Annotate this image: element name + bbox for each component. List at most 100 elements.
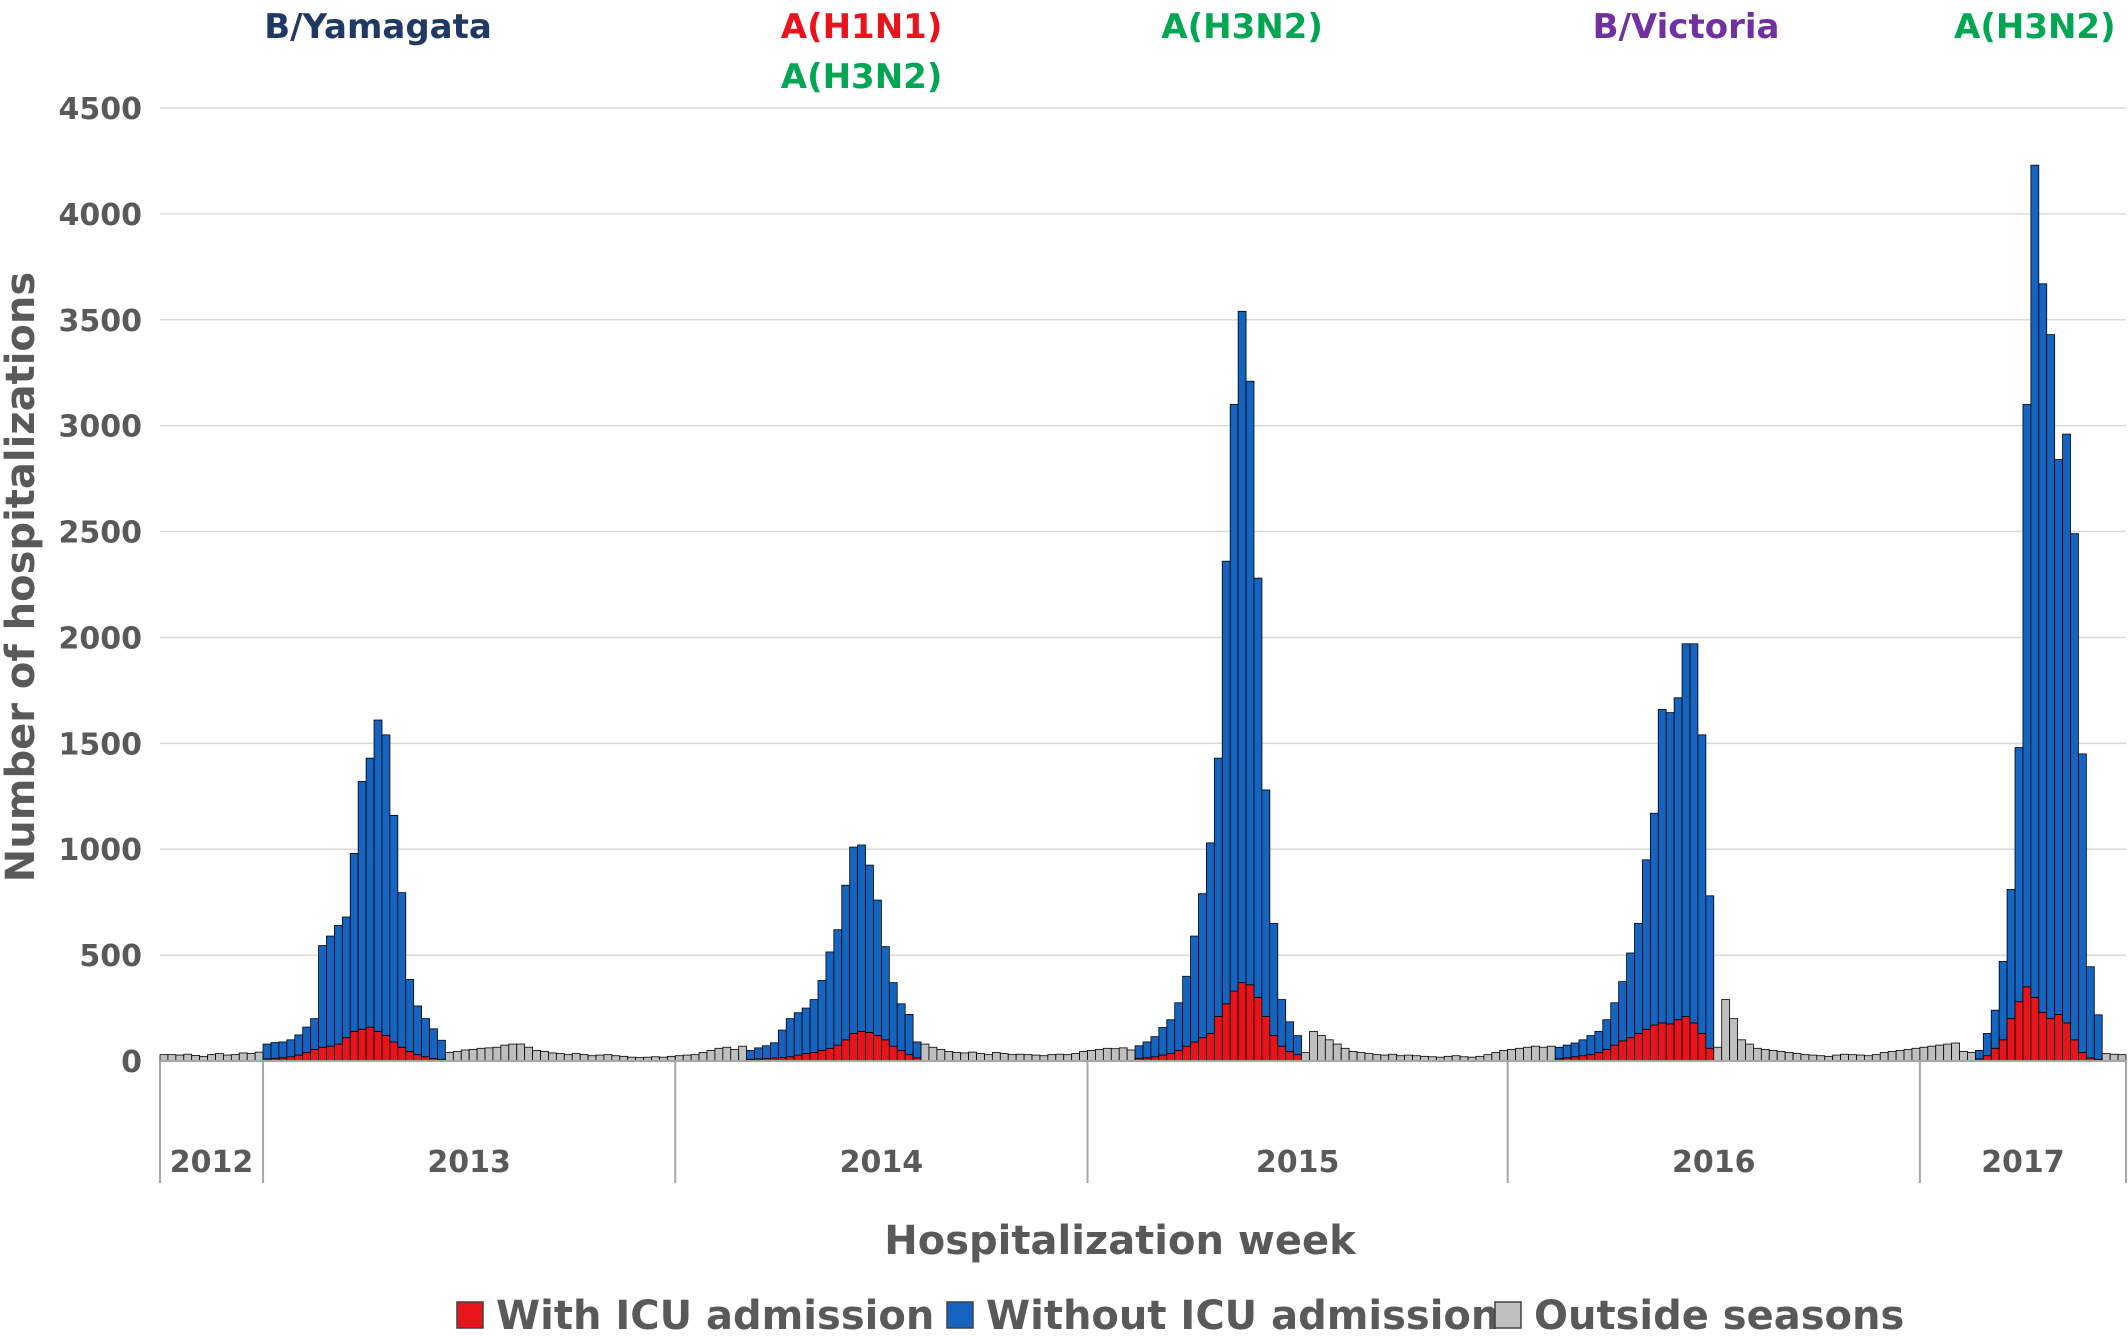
bar-outside-season: [1951, 1042, 1960, 1062]
bar-outside-season: [1491, 1052, 1501, 1062]
bar-outside-season: [215, 1053, 224, 1062]
bar-with-icu: [1229, 990, 1239, 1062]
bar-outside-season: [516, 1043, 526, 1062]
bar-without-icu: [1166, 1019, 1176, 1054]
bar-without-icu: [1237, 310, 1247, 984]
bar-outside-season: [722, 1046, 732, 1062]
bar-without-icu: [1190, 935, 1199, 1043]
bar-without-icu: [1261, 789, 1271, 1017]
gridlines: [160, 107, 2126, 956]
bar-outside-season: [1927, 1045, 1937, 1062]
bar-without-icu: [1657, 709, 1667, 1024]
bar-without-icu: [1150, 1036, 1160, 1058]
bar-with-icu: [373, 1030, 383, 1062]
x-year-label: 2013: [427, 1145, 511, 1180]
bar-with-icu: [1190, 1041, 1199, 1062]
bar-without-icu: [1578, 1039, 1588, 1057]
bar-without-icu: [1277, 999, 1287, 1047]
legend-label-icu: With ICU admission: [496, 1293, 934, 1336]
bar-without-icu: [1681, 643, 1691, 1017]
bar-with-icu: [1206, 1033, 1215, 1062]
bar-with-icu: [1626, 1037, 1635, 1062]
bar-with-icu: [2014, 1001, 2024, 1062]
season-strain-label: B/Yamagata: [264, 7, 492, 47]
bar-with-icu: [1689, 1022, 1699, 1062]
bar-with-icu: [817, 1050, 827, 1062]
bar-without-icu: [1206, 842, 1215, 1034]
bar-without-icu: [2046, 334, 2056, 1020]
bar-without-icu: [2014, 747, 2024, 1003]
bar-without-icu: [746, 1050, 755, 1060]
bar-outside-season: [1015, 1053, 1025, 1062]
bar-without-icu: [777, 1029, 787, 1059]
x-year-label: 2016: [1672, 1145, 1756, 1180]
season-labels: B/Yamagata A(H1N1) A(H3N2) A(H3N2) B/Victori…: [264, 7, 2115, 97]
bar-without-icu: [801, 1007, 811, 1054]
bar-outside-season: [183, 1053, 193, 1062]
bar-with-icu: [1221, 1003, 1231, 1062]
bar-without-icu: [429, 1028, 438, 1059]
bar-without-icu: [2062, 433, 2071, 1024]
bar-outside-season: [1935, 1044, 1945, 1062]
y-tick-label: 3000: [59, 410, 143, 445]
bar-with-icu: [2030, 997, 2040, 1062]
bar-without-icu: [294, 1034, 304, 1056]
bar-with-icu: [1634, 1033, 1643, 1062]
y-tick-label: 1000: [59, 833, 143, 868]
bar-with-icu: [2038, 1011, 2048, 1062]
bar-with-icu: [833, 1044, 843, 1062]
x-year-label: 2015: [1256, 1145, 1340, 1180]
bar-without-icu: [2030, 164, 2040, 998]
bar-outside-season: [1095, 1048, 1104, 1062]
bar-outside-season: [1967, 1052, 1976, 1062]
bar-with-icu: [801, 1053, 811, 1062]
bar-without-icu: [1673, 697, 1683, 1021]
bar-outside-season: [1546, 1045, 1556, 1062]
bar-outside-season: [991, 1052, 1001, 1062]
bar-outside-season: [1356, 1052, 1366, 1062]
bar-outside-season: [706, 1050, 716, 1062]
x-axis-title: Hospitalization week: [884, 1218, 1357, 1264]
bar-without-icu: [334, 925, 343, 1045]
bar-with-icu: [1642, 1028, 1651, 1062]
bars: [159, 164, 2127, 1062]
bar-outside-season: [1745, 1043, 1754, 1062]
bar-with-icu: [365, 1026, 375, 1062]
bar-outside-season: [1118, 1047, 1128, 1062]
bar-outside-season: [1887, 1051, 1897, 1062]
bar-without-icu: [421, 1018, 430, 1058]
bar-without-icu: [1213, 757, 1223, 1017]
bar-with-icu: [896, 1050, 906, 1062]
bar-outside-season: [492, 1046, 502, 1062]
bar-without-icu: [1253, 577, 1263, 998]
legend-label-outside: Outside seasons: [1534, 1293, 1904, 1336]
bar-with-icu: [326, 1045, 335, 1062]
bar-outside-season: [548, 1052, 557, 1062]
legend: With ICU admission Without ICU admission…: [456, 1293, 1904, 1336]
bar-without-icu: [841, 884, 851, 1041]
bar-outside-season: [1317, 1035, 1326, 1062]
bar-with-icu: [1665, 1023, 1675, 1062]
bar-without-icu: [286, 1039, 296, 1058]
y-tick-label: 2500: [59, 516, 143, 551]
y-tick-label: 0: [121, 1045, 142, 1080]
season-strain-label: A(H1N1): [781, 7, 943, 47]
bar-without-icu: [2054, 459, 2063, 1015]
bar-without-icu: [357, 781, 367, 1030]
bar-without-icu: [381, 734, 391, 1036]
legend-swatch-no-icu: [946, 1301, 974, 1329]
bar-outside-season: [1340, 1047, 1350, 1062]
bar-outside-season: [484, 1047, 494, 1062]
bar-outside-season: [1911, 1047, 1921, 1062]
bar-with-icu: [849, 1033, 859, 1062]
bar-outside-season: [1753, 1047, 1762, 1062]
bar-with-icu: [2054, 1014, 2063, 1062]
bar-without-icu: [1665, 712, 1675, 1025]
bar-without-icu: [2070, 533, 2079, 1041]
bar-without-icu: [833, 929, 843, 1046]
bar-without-icu: [1642, 859, 1651, 1030]
bar-outside-season: [571, 1053, 581, 1062]
bar-with-icu: [1594, 1052, 1604, 1062]
bar-without-icu: [1142, 1041, 1152, 1059]
